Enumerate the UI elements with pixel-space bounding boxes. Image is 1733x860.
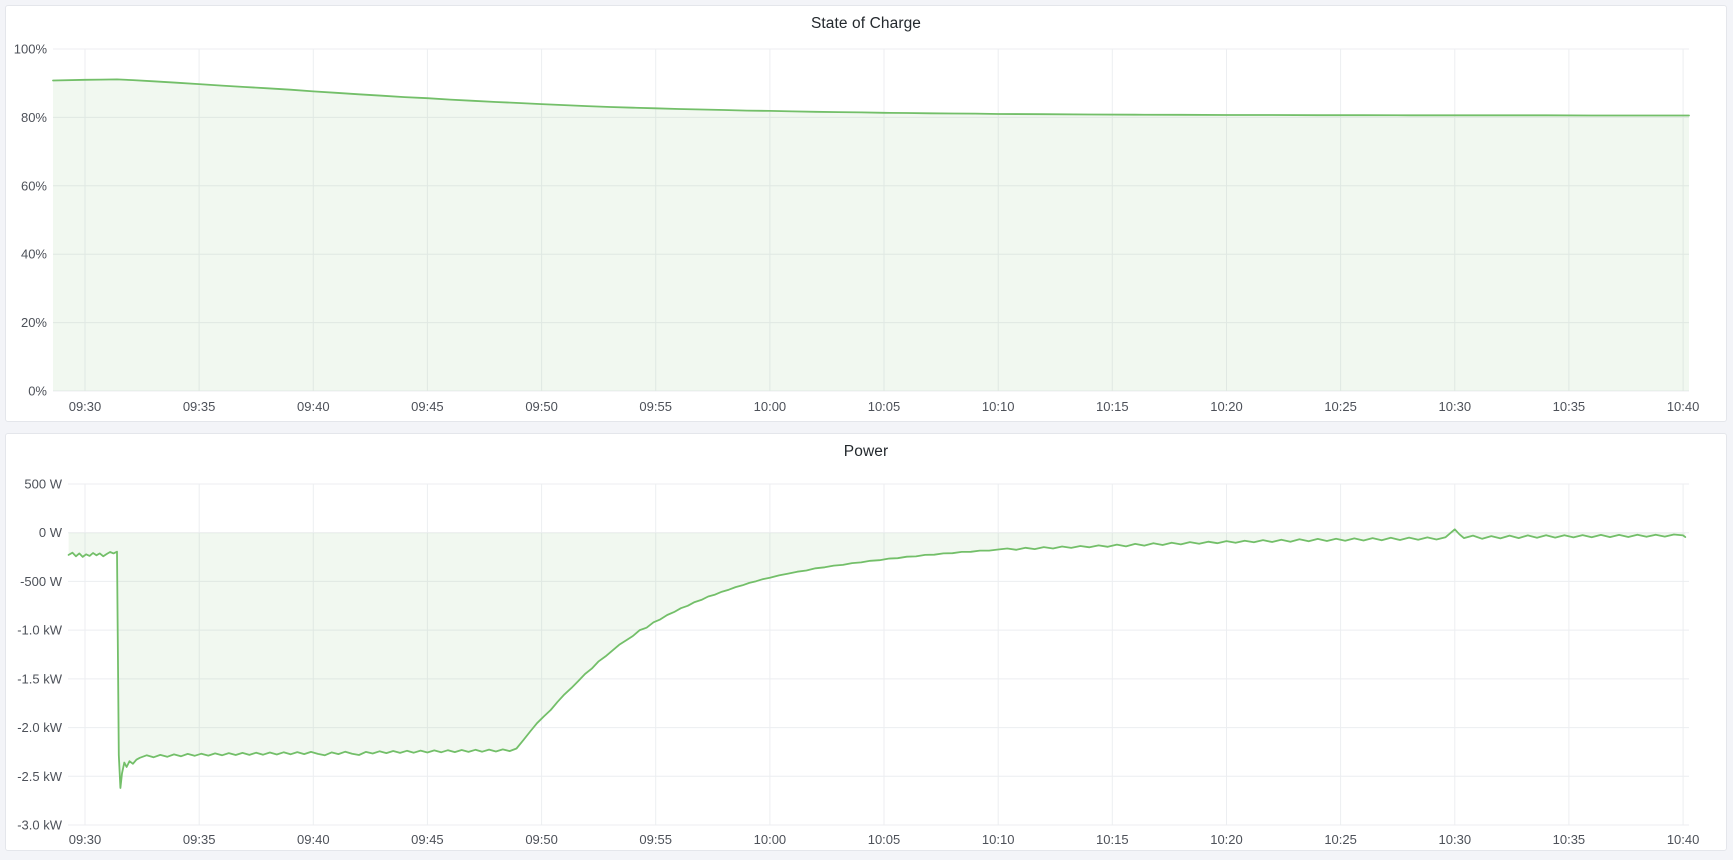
x-tick-label: 10:35 [1553, 832, 1586, 847]
panel-state-of-charge: State of Charge 0% 20% 40% 60% 80% 100% 09:30 0… [5, 5, 1727, 422]
y-tick-label: -1.0 kW [17, 623, 63, 638]
x-tick-label: 09:45 [411, 832, 444, 847]
x-tick-label: 10:25 [1324, 399, 1357, 414]
x-tick-label: 09:50 [525, 832, 558, 847]
x-tick-label: 10:30 [1439, 832, 1472, 847]
x-tick-label: 10:30 [1439, 399, 1472, 414]
x-tick-label: 09:30 [69, 832, 102, 847]
y-tick-label: 40% [21, 247, 47, 262]
x-tick-label: 09:50 [525, 399, 558, 414]
y-tick-label: 500 W [24, 477, 62, 492]
y-tick-label: -1.5 kW [17, 671, 63, 686]
x-tick-label: 10:05 [868, 399, 901, 414]
panel-title-power[interactable]: Power [843, 443, 889, 460]
x-tick-label: 10:10 [982, 399, 1015, 414]
x-tick-label: 10:25 [1324, 832, 1357, 847]
y-tick-label: -500 W [20, 574, 63, 589]
y-tick-label: 60% [21, 178, 47, 193]
y-tick-label: 100% [14, 42, 48, 57]
x-tick-label: 09:55 [639, 399, 672, 414]
x-tick-label: 10:40 [1667, 399, 1700, 414]
x-tick-label: 10:35 [1553, 399, 1586, 414]
series-area [53, 79, 1689, 392]
series-line [52, 78, 1690, 117]
y-tick-label: -2.5 kW [17, 769, 63, 784]
panel-power: Power 500 W 0 W -500 W -1.0 kW -1.5 kW -2.0 k… [5, 433, 1727, 851]
x-tick-label: 10:20 [1210, 399, 1243, 414]
x-tick-label: 10:00 [754, 832, 787, 847]
x-tick-label: 10:00 [754, 399, 787, 414]
x-tick-label: 10:15 [1096, 399, 1129, 414]
x-tick-label: 10:15 [1096, 832, 1129, 847]
x-tick-label: 10:05 [868, 832, 901, 847]
x-tick-label: 10:40 [1667, 832, 1700, 847]
panel-title-state-of-charge[interactable]: State of Charge [810, 15, 922, 32]
y-tick-label: 0 W [39, 525, 63, 540]
x-tick-label: 10:10 [982, 832, 1015, 847]
x-tick-label: 09:40 [297, 399, 330, 414]
y-tick-label: 0% [28, 384, 47, 399]
x-tick-label: 09:35 [183, 399, 216, 414]
x-tick-label: 09:35 [183, 832, 216, 847]
power-chart[interactable]: 500 W 0 W -500 W -1.0 kW -1.5 kW -2.0 kW -2.5 … [6, 434, 1726, 850]
y-tick-label: 20% [21, 315, 47, 330]
x-tick-label: 09:30 [69, 399, 102, 414]
y-tick-label: 80% [21, 110, 47, 125]
x-tick-label: 09:40 [297, 832, 330, 847]
y-tick-label: -2.0 kW [17, 720, 63, 735]
x-tick-label: 09:55 [639, 832, 672, 847]
x-tick-label: 10:20 [1210, 832, 1243, 847]
soc-chart[interactable]: 0% 20% 40% 60% 80% 100% 09:30 09:35 09:40 09:45 09… [6, 6, 1726, 421]
series-area [68, 529, 1686, 788]
x-tick-label: 09:45 [411, 399, 444, 414]
series-line [67, 528, 1687, 789]
y-tick-label: -3.0 kW [17, 818, 63, 833]
